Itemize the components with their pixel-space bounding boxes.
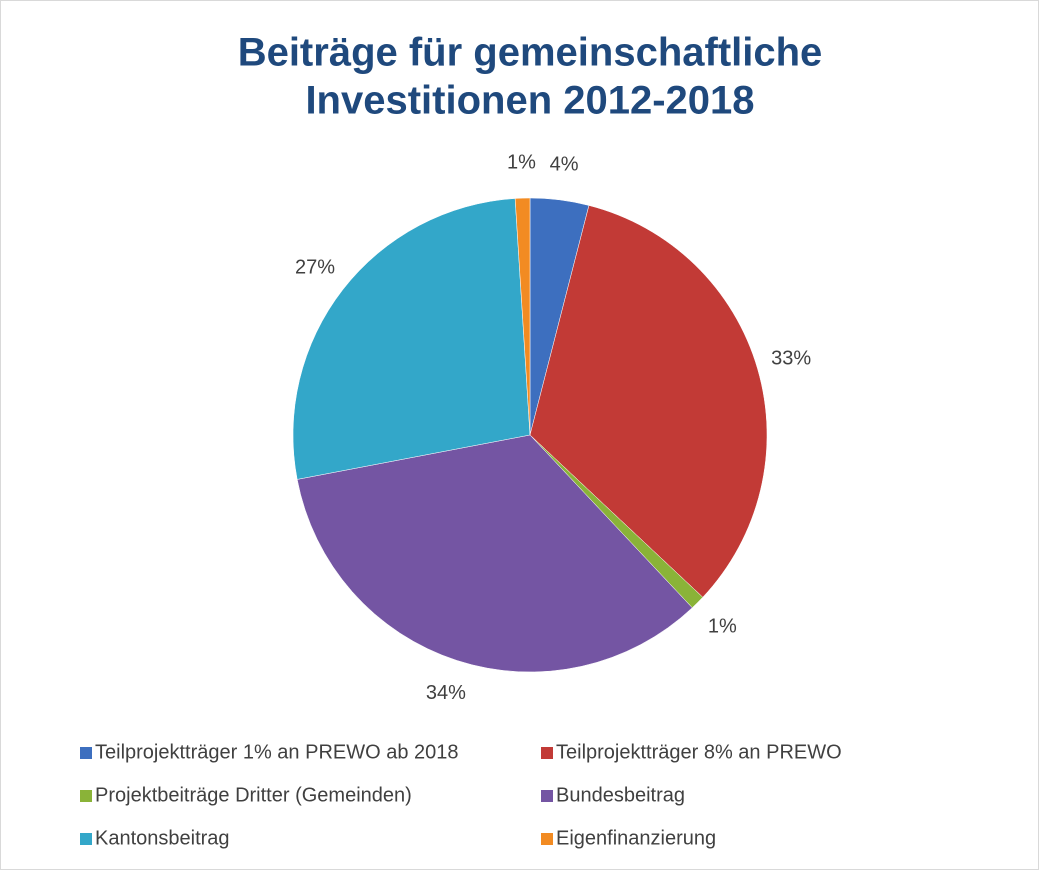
data-label: 1% (507, 151, 536, 173)
legend-swatch (80, 790, 92, 802)
data-label: 34% (426, 682, 466, 704)
legend-swatch (80, 833, 92, 845)
pie-slice (529, 205, 768, 598)
data-label: 4% (550, 153, 579, 175)
legend-label: Bundesbeitrag (556, 784, 685, 806)
legend-label: Teilprojektträger 1% an PREWO ab 2018 (95, 741, 459, 763)
data-label: 33% (771, 347, 811, 369)
legend-label: Teilprojektträger 8% an PREWO (556, 741, 842, 763)
chart-title: Beiträge für gemeinschaftliche (238, 31, 823, 75)
legend-label: Eigenfinanzierung (556, 827, 716, 849)
data-label: 1% (708, 616, 737, 638)
legend-label: Kantonsbeitrag (95, 827, 230, 849)
legend-swatch (80, 747, 92, 759)
pie-slice (514, 197, 531, 436)
chart-title: Investitionen 2012-2018 (305, 79, 754, 123)
pie-slice (292, 198, 531, 480)
data-label: 27% (295, 257, 335, 279)
legend-label: Projektbeiträge Dritter (Gemeinden) (95, 784, 412, 806)
pie-slice (296, 434, 693, 673)
legend-swatch (541, 747, 553, 759)
legend-swatch (541, 833, 553, 845)
legend-swatch (541, 790, 553, 802)
